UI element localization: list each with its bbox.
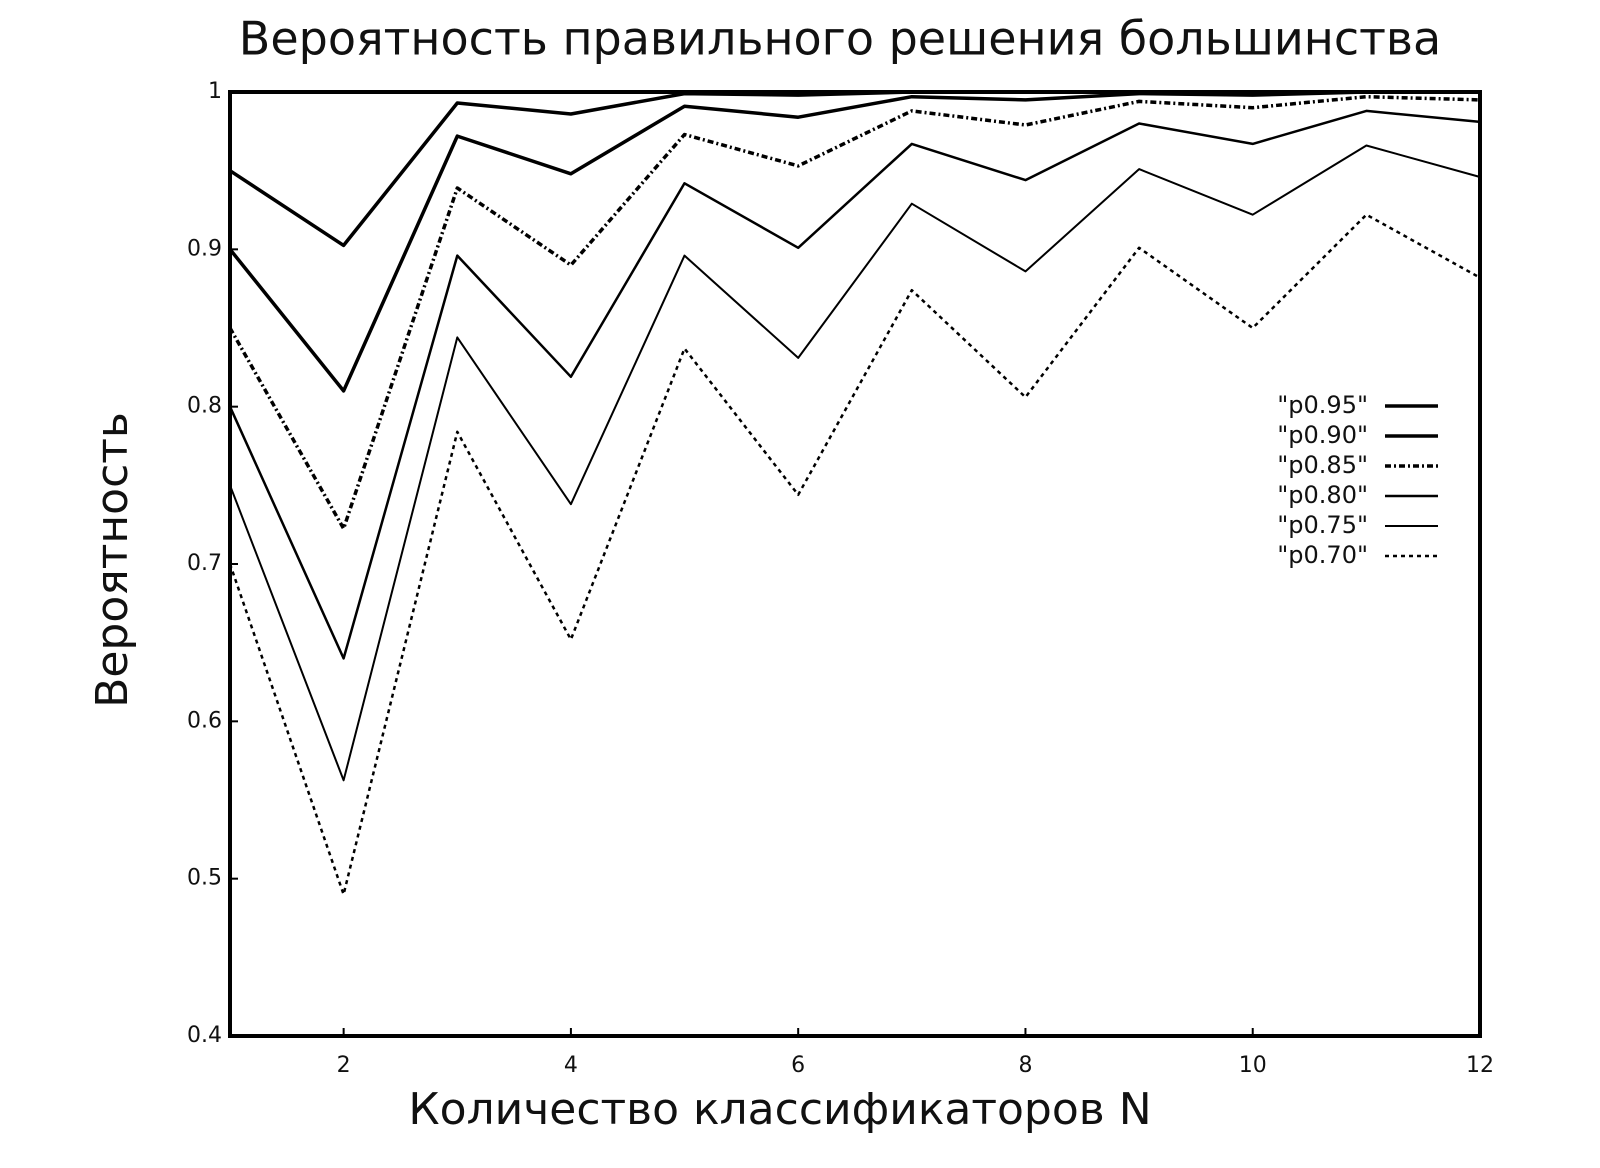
y-tick-label: 0.4	[187, 1023, 222, 1048]
x-tick-label: 6	[791, 1053, 805, 1078]
x-tick-label: 4	[564, 1053, 578, 1078]
x-tick-label: 10	[1239, 1053, 1267, 1078]
chart-title: Вероятность правильного решения большинс…	[239, 12, 1441, 66]
legend-label: "p0.75"	[1277, 511, 1368, 539]
x-tick-label: 12	[1466, 1053, 1494, 1078]
chart: Вероятность правильного решения большинс…	[0, 0, 1600, 1168]
y-tick-label: 0.7	[187, 551, 222, 576]
series-line	[230, 111, 1480, 659]
y-axis-label: Вероятность	[87, 412, 138, 708]
legend-label: "p0.70"	[1277, 541, 1368, 569]
y-tick-label: 1	[208, 79, 222, 104]
legend-label: "p0.90"	[1277, 421, 1368, 449]
y-tick-label: 0.8	[187, 394, 222, 419]
legend-label: "p0.95"	[1277, 391, 1368, 419]
x-tick-label: 8	[1018, 1053, 1032, 1078]
y-tick-label: 0.6	[187, 708, 222, 733]
y-tick-label: 0.5	[187, 866, 222, 891]
x-axis-label: Количество классификаторов N	[408, 1084, 1151, 1135]
legend-label: "p0.85"	[1277, 451, 1368, 479]
legend-label: "p0.80"	[1277, 481, 1368, 509]
y-tick-label: 0.9	[187, 236, 222, 261]
x-tick-label: 2	[337, 1053, 351, 1078]
